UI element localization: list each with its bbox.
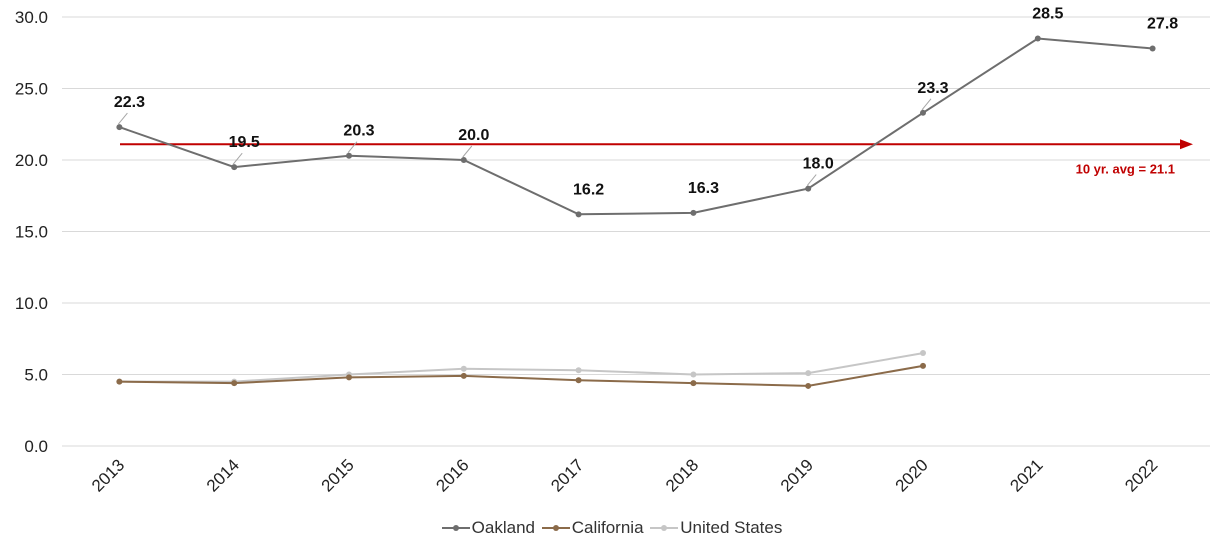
legend-swatch-california: [541, 525, 570, 531]
data-label-leader: [921, 98, 932, 111]
y-tick-label: 20.0: [15, 151, 48, 170]
data-label: 20.0: [458, 127, 489, 144]
series-line-california: [119, 364, 924, 387]
data-point-oakland: [346, 152, 352, 159]
series-lines: [116, 35, 1156, 389]
data-point-united-states: [460, 365, 467, 372]
y-tick-label: 5.0: [24, 366, 48, 385]
legend-item-united-states: United States: [650, 518, 782, 538]
legend-swatch-oakland: [441, 525, 470, 531]
x-tick-label: 2014: [203, 455, 243, 495]
data-label: 20.3: [343, 123, 374, 140]
data-label-leader: [118, 112, 128, 125]
data-point-united-states: [690, 371, 697, 378]
data-label-leader: [462, 145, 473, 158]
data-labels: 22.3 19.5 20.3 20.0 16.2 16.3 18.0 23.3 28.5 27.8: [114, 5, 1178, 198]
data-label: 18.0: [803, 156, 834, 173]
gridlines: [62, 16, 1210, 447]
legend: Oakland California United States: [0, 514, 1224, 538]
data-label: 16.3: [688, 180, 719, 197]
data-point-oakland: [690, 209, 697, 216]
data-point-california: [460, 372, 467, 379]
y-tick-label: 0.0: [24, 437, 48, 456]
legend-item-oakland: Oakland: [441, 518, 535, 538]
data-point-california: [231, 380, 238, 387]
x-tick-label: 2019: [777, 455, 817, 495]
data-point-california: [346, 374, 352, 381]
data-point-california: [690, 380, 697, 387]
x-tick-label: 2015: [318, 455, 358, 495]
x-tick-label: 2016: [432, 455, 472, 495]
data-point-united-states: [575, 367, 582, 374]
legend-label-california: California: [571, 518, 644, 537]
data-point-oakland: [231, 164, 238, 171]
data-label: 16.2: [573, 181, 604, 198]
x-tick-label: 2017: [547, 455, 587, 495]
data-point-united-states: [920, 350, 926, 357]
data-point-california: [805, 382, 812, 389]
data-point-oakland: [460, 157, 467, 163]
data-label: 23.3: [917, 80, 948, 97]
data-point-oakland: [575, 211, 582, 218]
reference-line-label: 10 yr. avg = 21.1: [1076, 161, 1175, 176]
legend-swatch-united-states: [650, 525, 679, 531]
data-point-oakland: [1034, 35, 1041, 42]
x-tick-label: 2021: [1006, 455, 1046, 495]
data-label: 22.3: [114, 94, 145, 111]
legend-label-united-states: United States: [680, 518, 783, 537]
series-line-united-states: [119, 352, 924, 383]
data-label: 19.5: [229, 134, 260, 151]
average-reference-line: 10 yr. avg = 21.1: [120, 139, 1193, 176]
data-point-california: [116, 378, 123, 385]
data-point-oakland: [920, 109, 926, 116]
y-tick-label: 30.0: [15, 8, 48, 27]
data-point-oakland: [1149, 45, 1156, 52]
y-tick-label: 15.0: [15, 223, 48, 242]
data-point-california: [575, 377, 582, 384]
y-tick-label: 10.0: [15, 294, 48, 313]
x-axis-ticks: 2013 2014 2015 2016 2017 2018 2019 2020 2021 2022: [88, 455, 1161, 495]
data-label-leader: [347, 141, 358, 154]
x-tick-label: 2020: [892, 455, 932, 495]
data-point-oakland: [805, 185, 812, 192]
legend-item-california: California: [541, 518, 644, 538]
y-axis-ticks: 0.0 5.0 10.0 15.0 20.0 25.0 30.0: [15, 8, 48, 456]
data-label: 27.8: [1147, 15, 1178, 32]
legend-label-oakland: Oakland: [471, 518, 535, 537]
data-label: 28.5: [1032, 5, 1063, 22]
data-label-leader: [232, 152, 243, 165]
data-label-leader: [806, 174, 817, 186]
data-point-california: [920, 362, 926, 369]
x-tick-label: 2018: [662, 455, 702, 495]
series-line-oakland: [119, 37, 1153, 216]
y-tick-label: 25.0: [15, 80, 48, 99]
data-point-oakland: [116, 124, 123, 131]
reference-line-arrowhead: [1180, 139, 1193, 150]
data-point-united-states: [805, 370, 812, 377]
x-tick-label: 2022: [1121, 455, 1161, 495]
x-tick-label: 2013: [88, 455, 128, 495]
